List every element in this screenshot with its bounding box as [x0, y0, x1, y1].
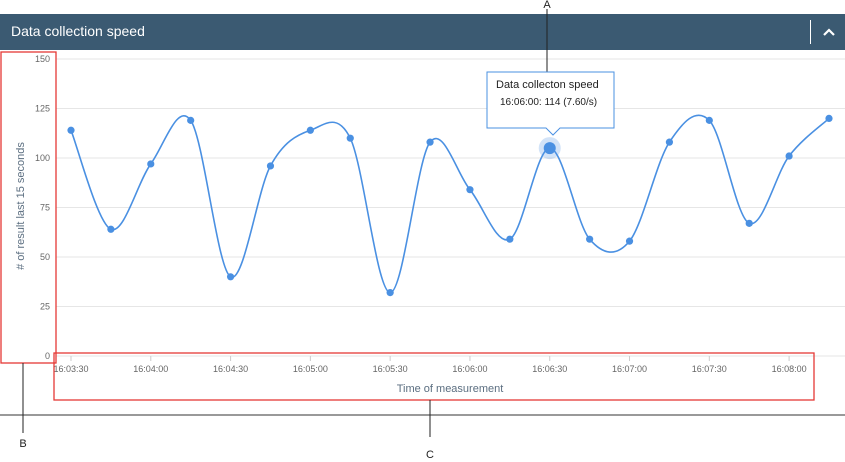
x-tick-label: 16:05:00 — [293, 364, 328, 374]
x-tick-label: 16:07:00 — [612, 364, 647, 374]
y-tick-label: 125 — [35, 104, 50, 114]
callout-b-label: B — [19, 438, 26, 450]
x-tick-label: 16:04:00 — [133, 364, 168, 374]
data-point[interactable] — [266, 162, 275, 170]
highlight-point[interactable] — [543, 142, 556, 155]
panel-title: Data collection speed — [11, 23, 145, 39]
data-points — [67, 114, 833, 297]
tooltip-text: 16:06:00: 114 (7.60/s) — [500, 97, 597, 108]
x-tick-label: 16:03:30 — [53, 364, 88, 374]
x-axis-highlight-box — [53, 352, 815, 401]
data-point[interactable] — [426, 138, 434, 146]
tooltip-title: Data collecton speed — [496, 79, 599, 91]
y-tick-label: 100 — [35, 153, 50, 163]
x-tick-label: 16:08:00 — [772, 364, 807, 374]
data-point[interactable] — [665, 138, 674, 146]
y-tick-label: 0 — [45, 351, 50, 361]
header-divider — [810, 20, 811, 44]
data-point[interactable] — [466, 186, 474, 194]
tooltip: Data collecton speed 16:06:00: 114 (7.60… — [486, 71, 615, 136]
data-point[interactable] — [107, 225, 115, 233]
tooltip-box — [486, 71, 615, 136]
data-point[interactable] — [825, 114, 833, 122]
series-line — [70, 114, 830, 294]
y-tick-label: 75 — [40, 203, 50, 213]
y-axis-title: # of result last 15 seconds — [15, 142, 27, 270]
x-axis-title: Time of measurement — [397, 383, 504, 395]
y-tick-label: 150 — [35, 54, 50, 64]
data-point[interactable] — [346, 134, 354, 142]
data-point[interactable] — [147, 160, 155, 168]
data-point[interactable] — [785, 152, 793, 160]
data-point[interactable] — [226, 273, 235, 281]
data-point[interactable] — [586, 235, 594, 243]
data-point[interactable] — [187, 116, 195, 124]
collapse-button[interactable] — [818, 20, 840, 44]
data-point[interactable] — [386, 289, 394, 297]
chevron-up-icon — [823, 28, 835, 36]
y-axis-highlight-box — [0, 51, 57, 364]
data-point[interactable] — [306, 126, 314, 134]
x-tick-label: 16:05:30 — [373, 364, 408, 374]
data-point[interactable] — [705, 116, 713, 124]
callout-c-label: C — [426, 449, 434, 461]
data-point[interactable] — [625, 237, 634, 245]
panel-header: Data collection speed — [0, 14, 845, 50]
callout-a-label: A — [543, 0, 551, 11]
x-tick-label: 16:06:00 — [452, 364, 487, 374]
data-point[interactable] — [67, 126, 75, 134]
y-tick-label: 25 — [40, 302, 50, 312]
data-point[interactable] — [745, 219, 753, 227]
data-point[interactable] — [506, 235, 514, 243]
grid-lines — [56, 58, 845, 357]
y-tick-label: 50 — [40, 252, 50, 262]
x-tick-label: 16:07:30 — [692, 364, 727, 374]
x-tick-label: 16:04:30 — [213, 364, 248, 374]
y-axis-ticks: 0 25 50 75 100 125 150 — [35, 54, 50, 361]
x-axis-ticks: 16:03:30 16:04:00 16:04:30 16:05:00 16:05:30… — [53, 356, 807, 374]
x-tick-label: 16:06:30 — [532, 364, 567, 374]
